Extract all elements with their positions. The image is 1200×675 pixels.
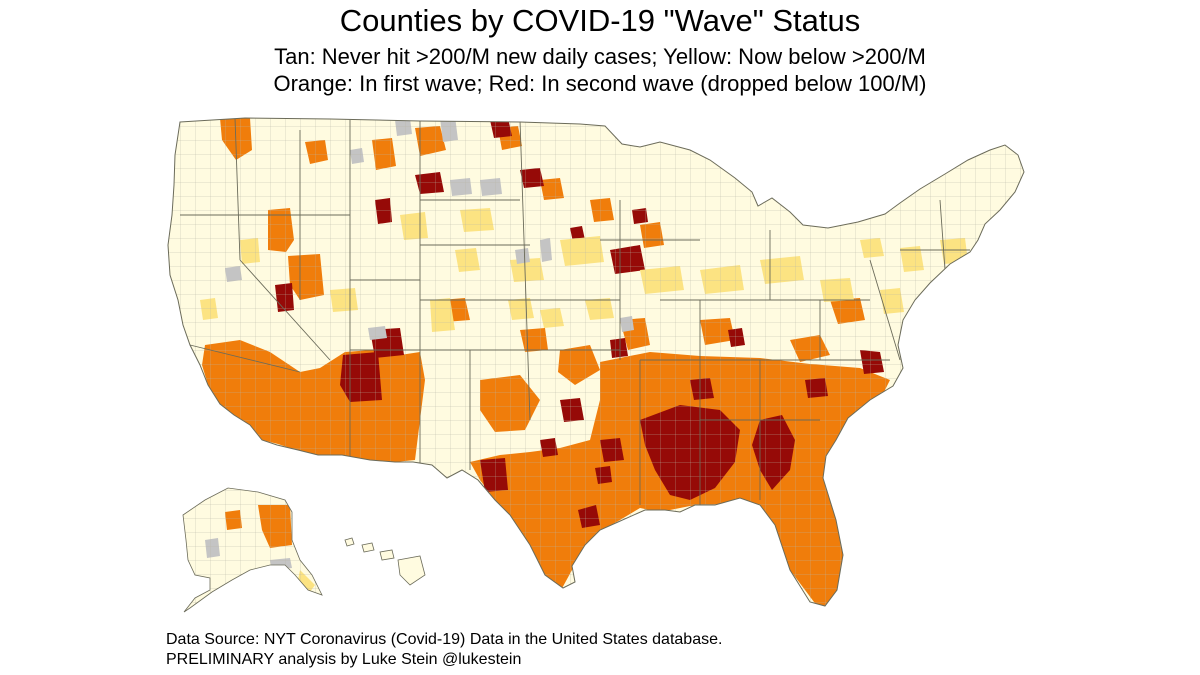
map-title: Counties by COVID-19 "Wave" Status: [339, 3, 861, 38]
analysis-credit: PRELIMINARY analysis by Luke Stein @luke…: [166, 651, 522, 668]
legend-line-1: Tan: Never hit >200/M new daily cases; Y…: [274, 44, 926, 69]
hawaii-region: [344, 537, 426, 586]
data-source-note: Data Source: NYT Coronavirus (Covid-19) …: [166, 631, 723, 648]
alaska-region: [182, 487, 323, 613]
legend-line-2: Orange: In first wave; Red: In second wa…: [273, 71, 927, 96]
state-borders: [180, 118, 970, 505]
